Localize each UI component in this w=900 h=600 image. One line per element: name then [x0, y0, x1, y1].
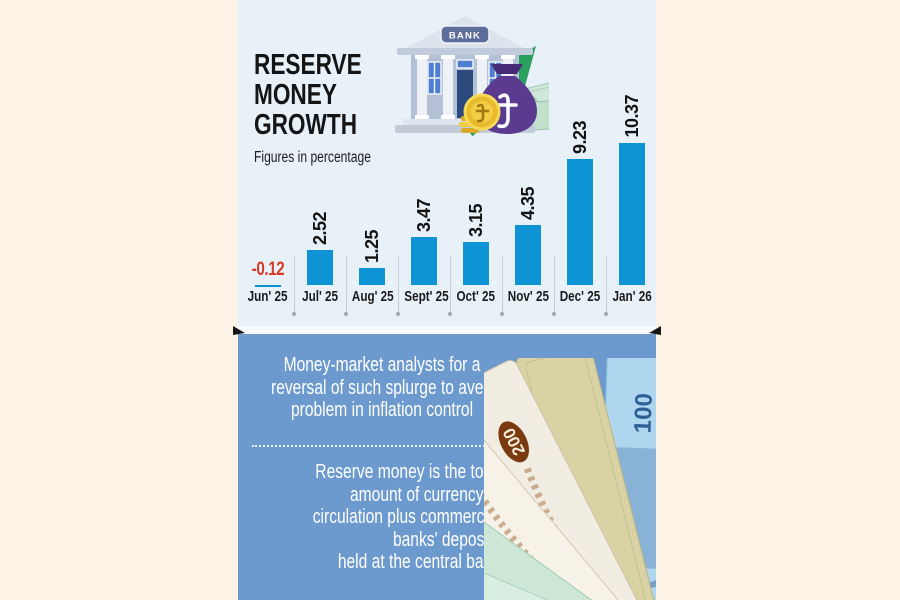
bar [411, 237, 437, 285]
page-title: RESERVE MONEY GROWTH Figures in percenta… [254, 50, 371, 167]
fold-corner-right [649, 326, 661, 335]
category-separator [553, 256, 555, 308]
definition-note-line: circulation plus commercial [312, 506, 500, 528]
analyst-note-line: reversal of such splurge to avert [271, 376, 493, 399]
infographic-column: RESERVE MONEY GROWTH Figures in percenta… [233, 0, 661, 600]
tick-line [605, 303, 607, 313]
tick-dot [344, 312, 348, 316]
tick-line [293, 303, 295, 313]
tick-line [397, 303, 399, 313]
info-panel: Money-market analysts for a reversal of … [238, 334, 656, 600]
taka-coin-icon [463, 93, 501, 131]
x-axis-label: Jul' 25 [294, 288, 346, 305]
x-axis-label: Dec' 25 [554, 288, 606, 305]
category-separator [449, 256, 451, 308]
title-line-1: RESERVE [254, 49, 362, 81]
x-axis-label: Nov' 25 [502, 288, 554, 305]
x-axis-label: Jun' 25 [242, 288, 294, 305]
x-axis-label-text: Jul' 25 [302, 288, 338, 305]
value-label: 9.23 [570, 120, 590, 154]
x-axis-label: Sept' 25 [398, 288, 450, 305]
banknote-500-icon: 500 [484, 512, 647, 600]
bar-chart: -0.12 Jun' 25 2.52 Jul' 25 1.25 Aug' 25 3.47 Se… [238, 0, 656, 326]
fold-corner-left [233, 326, 245, 335]
chart-subtitle: Figures in percentage [254, 149, 371, 166]
x-axis-label: Aug' 25 [346, 288, 398, 305]
bank-illustration: BANK [395, 16, 549, 137]
x-axis-label-text: Jan' 26 [612, 288, 652, 305]
bank-sign-label: BANK [449, 31, 481, 42]
tick-dot [292, 312, 296, 316]
definition-note-line: amount of currency in [349, 483, 500, 506]
value-label: 1.25 [362, 229, 382, 263]
analyst-note-line: Money-market analysts for a [283, 354, 481, 376]
value-label-negative: -0.12 [251, 259, 285, 280]
tick-dot [552, 312, 556, 316]
value-label: 3.15 [466, 203, 486, 237]
tick-line [345, 303, 347, 313]
bar [515, 225, 541, 285]
tick-dot [500, 312, 504, 316]
category-separator [605, 256, 607, 308]
definition-note-line: banks' deposits [392, 528, 500, 551]
x-axis-label-text: Dec' 25 [559, 288, 601, 305]
tick-line [501, 303, 503, 313]
panel-gap [238, 326, 656, 334]
value-label: 10.37 [622, 95, 642, 138]
bar [619, 142, 645, 285]
category-separator [397, 256, 399, 308]
value-label: 3.47 [414, 199, 434, 233]
value-label: 2.52 [310, 212, 330, 246]
x-axis-label: Oct' 25 [450, 288, 502, 305]
value-label: 4.35 [518, 187, 538, 221]
category-separator [345, 256, 347, 308]
x-axis-label-text: Aug' 25 [351, 288, 394, 305]
category-separator [501, 256, 503, 308]
tick-line [449, 303, 451, 313]
x-axis-label-text: Sept' 25 [404, 288, 449, 305]
svg-text:100: 100 [630, 393, 656, 434]
chart-panel: RESERVE MONEY GROWTH Figures in percenta… [238, 0, 656, 326]
x-axis-label-text: Nov' 25 [507, 288, 549, 305]
bar [463, 241, 489, 285]
banknotes-illustration: 100 100 200 [484, 358, 656, 600]
bar [567, 158, 593, 285]
definition-note: Reserve money is the total amount of cur… [296, 461, 500, 574]
definition-note-line: held at the central bank [337, 551, 500, 573]
analyst-note: Money-market analysts for a reversal of … [265, 354, 499, 422]
dotted-divider [252, 445, 496, 447]
x-axis-label-text: Jun' 25 [248, 288, 288, 305]
tick-dot [604, 312, 608, 316]
title-line-2: MONEY [254, 79, 337, 111]
x-axis-label-text: Oct' 25 [456, 288, 496, 305]
analyst-note-line: problem in inflation control [290, 399, 474, 421]
bar [307, 250, 333, 285]
definition-note-line: Reserve money is the total [315, 461, 500, 483]
x-axis-label: Jan' 26 [606, 288, 658, 305]
bar [255, 285, 281, 287]
bar [359, 267, 385, 285]
title-line-3: GROWTH [254, 109, 358, 141]
tick-line [553, 303, 555, 313]
tick-dot [396, 312, 400, 316]
tick-dot [448, 312, 452, 316]
category-separator [293, 256, 295, 308]
